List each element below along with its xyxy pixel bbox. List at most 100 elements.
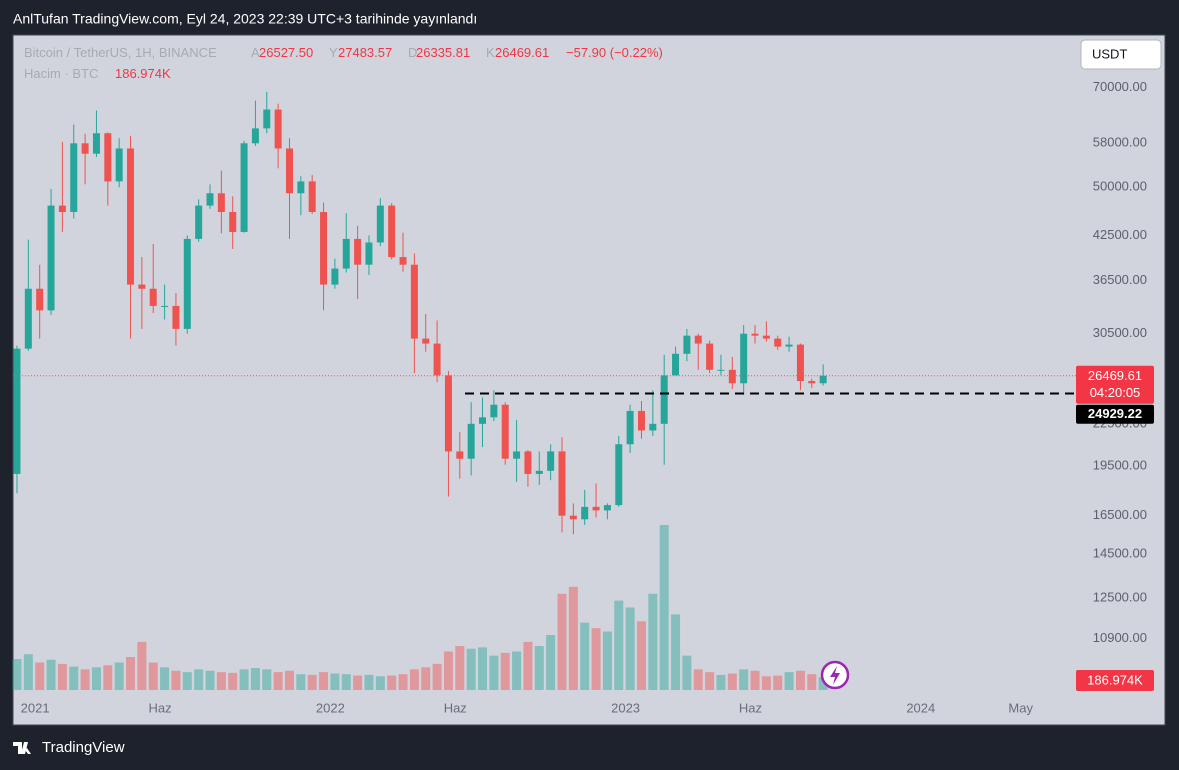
candle-body xyxy=(660,375,668,424)
volume-bar xyxy=(216,672,226,690)
candle-body xyxy=(524,451,532,474)
volume-bar xyxy=(818,677,828,690)
volume-bar xyxy=(478,647,488,690)
candle-body xyxy=(751,333,759,336)
candle-body xyxy=(388,205,396,258)
volume-bar xyxy=(103,665,113,690)
legend-value: 26335.81 xyxy=(416,45,470,60)
candle-body xyxy=(592,506,600,511)
level-label: 24929.22 xyxy=(1088,406,1142,421)
chart-pane xyxy=(12,34,1166,726)
volume-bar xyxy=(114,662,124,690)
candle-body xyxy=(127,148,135,285)
logo: TradingView xyxy=(13,739,125,756)
volume-bar xyxy=(739,669,749,690)
volume-bar xyxy=(12,659,22,690)
logo-mark xyxy=(13,742,31,754)
volume-bar xyxy=(671,614,681,690)
candle-body xyxy=(785,344,793,347)
candle-body xyxy=(649,423,657,431)
candle-body xyxy=(490,404,498,418)
candle-body xyxy=(285,148,293,194)
volume-bar xyxy=(250,668,260,690)
volume-bar xyxy=(91,667,101,690)
candle-body xyxy=(740,333,748,384)
legend: Bitcoin / TetherUS, 1H, BINANCE A 26527.… xyxy=(24,45,663,60)
candle-body xyxy=(444,375,452,452)
y-tick-label: 19500.00 xyxy=(1093,458,1147,473)
volume-bar xyxy=(205,670,215,690)
volume-bar xyxy=(773,675,783,690)
volume-bar xyxy=(353,675,363,690)
candle-body xyxy=(24,288,32,349)
volume-bar xyxy=(432,663,442,690)
marks xyxy=(12,91,1076,690)
volume-bar xyxy=(489,655,499,690)
volume-bar xyxy=(466,648,476,690)
volume-value: 186.974K xyxy=(115,66,171,81)
candle-body xyxy=(81,143,89,154)
volume-bar xyxy=(795,670,805,690)
candle-body xyxy=(115,148,123,182)
volume-bar xyxy=(148,662,158,690)
x-tick-label: Haz xyxy=(739,700,762,715)
volume-bar xyxy=(557,593,567,690)
candle-body xyxy=(104,133,112,182)
countdown: 04:20:05 xyxy=(1090,385,1141,400)
candle-body xyxy=(547,451,555,471)
candle-body xyxy=(308,181,316,212)
volume-bar xyxy=(580,622,590,690)
legend-symbol: Bitcoin / TetherUS, 1H, BINANCE xyxy=(24,45,217,60)
candle-body xyxy=(365,242,373,265)
candle-body xyxy=(637,410,645,431)
y-tick-label: 70000.00 xyxy=(1093,79,1147,94)
candle-body xyxy=(70,143,78,212)
candle-body xyxy=(558,451,566,516)
candle-body xyxy=(217,193,225,212)
x-tick-label: 2021 xyxy=(21,700,50,715)
candle-body xyxy=(706,343,714,370)
volume-bar xyxy=(182,672,192,690)
candle-body xyxy=(603,505,611,511)
candle-body xyxy=(615,444,623,506)
currency-button[interactable] xyxy=(1080,39,1162,70)
candle-body xyxy=(195,205,203,239)
currency-button-label[interactable]: USDT xyxy=(1092,46,1127,61)
volume-bar xyxy=(807,674,817,690)
candle-body xyxy=(240,143,248,232)
price-label-box xyxy=(1076,365,1154,404)
volume-bar xyxy=(273,672,283,690)
candle-body xyxy=(251,128,259,144)
candle-body xyxy=(774,338,782,347)
candle-body xyxy=(183,238,191,329)
candle-body xyxy=(376,205,384,243)
candle-body xyxy=(331,268,339,285)
volume-bar xyxy=(296,674,306,690)
candle-body xyxy=(410,264,418,339)
volume-bar xyxy=(341,674,351,690)
candle-body xyxy=(808,380,816,384)
candle-body xyxy=(172,305,180,329)
candle-body xyxy=(456,451,464,459)
candle-body xyxy=(796,344,804,381)
volume-name: Hacim · BTC xyxy=(24,66,98,81)
volume-bar xyxy=(126,657,136,690)
candle-body xyxy=(354,238,362,265)
volume-label-box xyxy=(1076,670,1154,691)
candle-body xyxy=(569,515,577,520)
volume-bar xyxy=(398,674,408,690)
candle-body xyxy=(58,205,66,212)
level-label-box xyxy=(1076,404,1154,424)
volume-bar xyxy=(137,641,147,690)
volume-bar xyxy=(307,674,317,690)
volume-bar xyxy=(239,669,249,690)
candle-body xyxy=(479,417,487,424)
publish-header: AnlTufan TradingView.com, Eyl 24, 2023 2… xyxy=(13,11,477,27)
candle-body xyxy=(36,288,44,311)
legend-value: 27483.57 xyxy=(338,45,392,60)
volume-bar xyxy=(727,673,737,690)
y-tick-label: 50000.00 xyxy=(1093,179,1147,194)
legend-change: −57.90 (−0.22%) xyxy=(566,45,663,60)
volume-bar xyxy=(534,646,544,690)
